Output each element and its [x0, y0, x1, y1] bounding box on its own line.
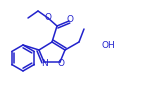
Text: O: O: [67, 15, 73, 24]
Text: O: O: [45, 12, 51, 22]
Text: O: O: [58, 60, 64, 69]
Text: OH: OH: [101, 40, 115, 49]
Text: N: N: [41, 60, 47, 69]
